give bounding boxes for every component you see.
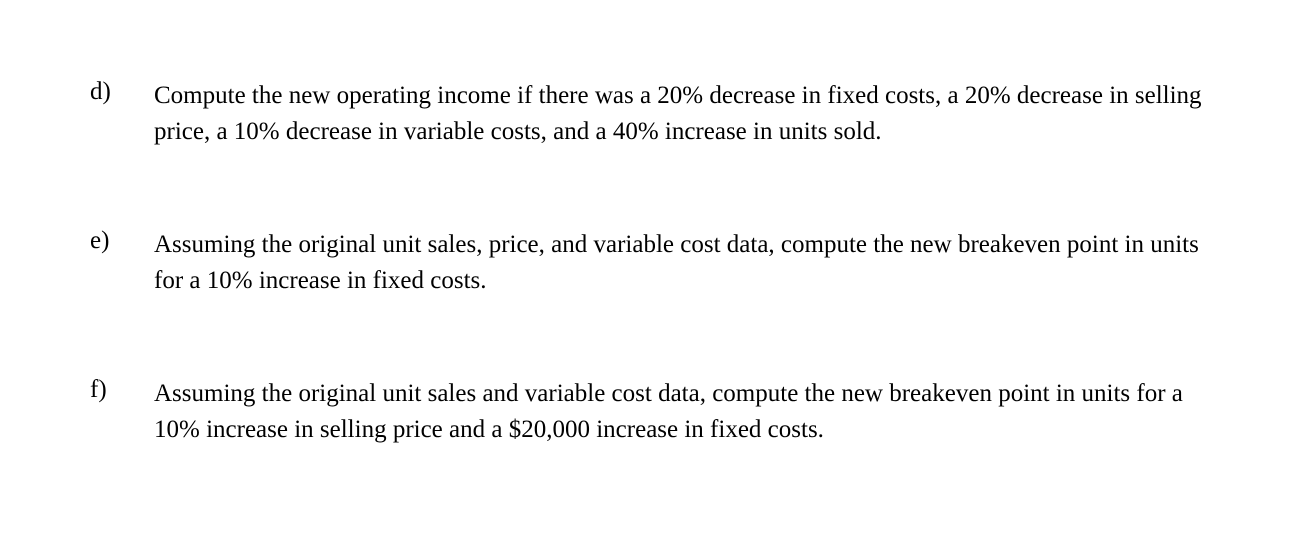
question-e: e) Assuming the original unit sales, pri… (90, 227, 1214, 298)
question-label-f: f) (90, 376, 154, 447)
question-text-f: Assuming the original unit sales and var… (154, 376, 1214, 447)
question-label-e: e) (90, 227, 154, 298)
question-label-d: d) (90, 78, 154, 149)
question-d: d) Compute the new operating income if t… (90, 78, 1214, 149)
question-text-d: Compute the new operating income if ther… (154, 78, 1214, 149)
question-text-e: Assuming the original unit sales, price,… (154, 227, 1214, 298)
question-f: f) Assuming the original unit sales and … (90, 376, 1214, 447)
